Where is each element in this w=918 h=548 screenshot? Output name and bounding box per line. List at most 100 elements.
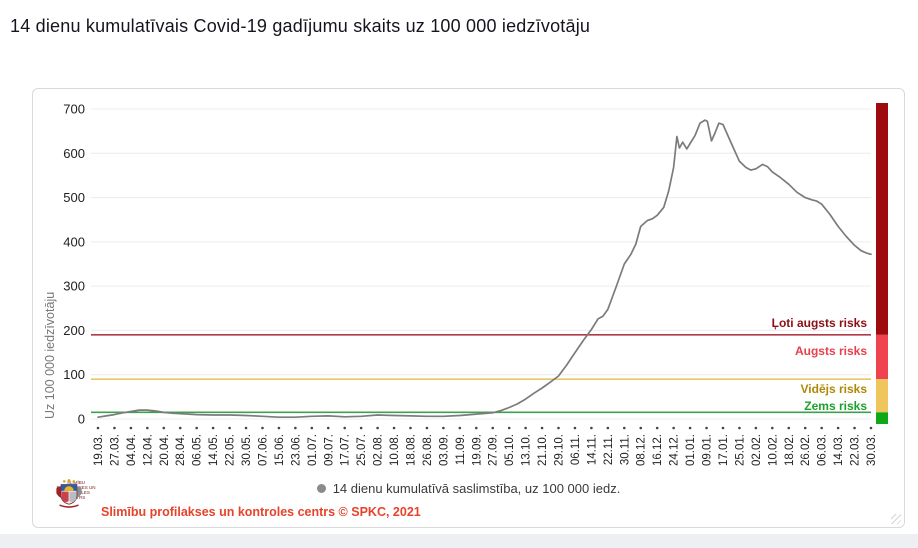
x-tick-label: 15.06. (274, 434, 286, 466)
source-credit: Slimību profilakses un kontroles centrs … (101, 505, 421, 519)
x-tick-label: 24.12. (669, 434, 681, 466)
x-tick-label: 26.08. (422, 434, 434, 466)
risk-bar-segment (876, 103, 888, 335)
x-tick-label: 30.05. (241, 434, 253, 466)
x-tick-label: 17.01. (718, 434, 730, 466)
x-tick-label: 27.09. (488, 434, 500, 466)
x-tick-label: 09.01. (702, 434, 714, 466)
x-tick-label: 27.03. (109, 434, 121, 466)
x-tick-label: 14.05. (208, 434, 220, 466)
x-tick-label: 01.01. (685, 434, 697, 466)
x-tick-label: 01.07. (307, 434, 319, 466)
axis-tick-dot (540, 426, 544, 430)
axis-tick-dot (573, 426, 577, 430)
axis-tick-dot (458, 426, 462, 430)
chart-card: Uz 100 000 iedzīvotāju 0 100 200 300 400 500 6… (32, 88, 905, 528)
axis-tick-dot (524, 426, 527, 430)
x-tick-label: 11.09. (455, 434, 467, 465)
axis-tick-dot (771, 426, 774, 430)
coat-of-arms-icon (56, 479, 82, 508)
y-tick-label: 300 (63, 279, 85, 294)
x-tick-label: 02.08. (373, 434, 385, 466)
x-tick-label: 17.07. (340, 434, 352, 466)
risk-label-4: Zems risks (804, 399, 867, 413)
resize-grip[interactable] (891, 514, 901, 524)
axis-tick-dot (392, 426, 396, 430)
x-tick-label: 30.11. (619, 434, 631, 465)
x-tick-label: 28.04. (175, 434, 187, 466)
x-tick-label: 23.06. (290, 434, 302, 466)
chart-canvas: 0 100 200 300 400 500 600 700 19.03. 27.03. 04.04.… (63, 102, 888, 466)
axis-tick-dot (162, 426, 166, 430)
risk-label-3: Vidējs risks (800, 382, 868, 396)
axis-tick-dot (491, 426, 495, 430)
x-tick-label: 13.10. (521, 434, 533, 466)
y-tick-label: 200 (63, 323, 85, 338)
axis-tick-dot (754, 426, 758, 430)
y-tick-label: 700 (63, 102, 85, 117)
axis-tick-dot (787, 426, 791, 430)
x-tick-label: 03.09. (438, 434, 450, 466)
bottom-strip (0, 534, 918, 548)
page-title: 14 dienu kumulatīvais Covid-19 gadījumu … (10, 16, 591, 36)
axis-tick-dot (639, 426, 643, 430)
x-tick-label: 18.02. (784, 434, 796, 466)
axis-tick-dot (261, 426, 264, 430)
x-tick-label: 22.11. (603, 434, 615, 465)
axis-tick-dot (590, 426, 593, 430)
axis-tick-dot (474, 426, 478, 430)
axis-tick-dot (146, 426, 149, 430)
axis-tick-dot (869, 426, 873, 430)
x-tick-label: 25.01. (734, 434, 746, 466)
axis-tick-dot (803, 426, 807, 430)
axis-tick-dot (705, 426, 708, 430)
x-tick-label: 05.10. (504, 434, 516, 466)
x-tick-label: 06.05. (192, 434, 204, 466)
axis-tick-dot (688, 426, 692, 430)
x-tick-label: 25.07. (356, 434, 368, 466)
y-tick-label: 100 (63, 367, 85, 382)
x-tick-label: 06.11. (570, 434, 582, 465)
x-tick-label: 19.03. (93, 434, 105, 466)
x-tick-label: 29.10. (554, 434, 566, 466)
axis-tick-dot (211, 426, 215, 430)
y-tick-label: 400 (63, 234, 85, 249)
axis-tick-dot (195, 426, 198, 430)
x-tick-label: 10.08. (389, 434, 401, 466)
series-line (97, 119, 872, 419)
axis-tick-dot (672, 426, 675, 430)
x-tick-label: 10.02. (767, 434, 779, 466)
axis-tick-dot (359, 426, 363, 430)
x-tick-label: 22.05. (225, 434, 237, 466)
x-tick-label: 30.03. (866, 434, 878, 466)
axis-tick-dot (442, 426, 445, 430)
x-tick-label: 18.08. (405, 434, 417, 466)
x-tick-label: 14.11. (586, 434, 598, 465)
x-tick-label: 12.04. (142, 434, 154, 466)
spkc-logo: SLIMĪBU PROFILAKSES UN KONTROLES CENTRS (53, 479, 99, 508)
y-tick-label: 600 (63, 146, 85, 161)
x-tick-label: 09.07. (323, 434, 335, 466)
axis-tick-dot (113, 426, 116, 430)
axis-tick-dot (820, 426, 823, 430)
axis-tick-dot (557, 426, 560, 430)
axis-tick-dot (738, 426, 741, 430)
risk-bar-segment (876, 334, 888, 380)
axis-tick-dot (277, 426, 281, 430)
axis-tick-dot (326, 426, 330, 430)
axis-tick-dot (425, 426, 429, 430)
axis-tick-dot (96, 426, 100, 430)
y-tick-label: 500 (63, 190, 85, 205)
x-tick-label: 20.04. (159, 434, 171, 466)
risk-bar-segment (876, 412, 888, 424)
axis-tick-dot (310, 426, 314, 430)
axis-tick-dot (622, 426, 626, 430)
axis-tick-dot (294, 426, 297, 430)
axis-tick-dot (129, 426, 133, 430)
axis-tick-dot (606, 426, 610, 430)
axis-tick-dot (507, 426, 511, 430)
legend-label: 14 dienu kumulatīvā saslimstība, uz 100 … (332, 481, 621, 496)
chart-legend: 14 dienu kumulatīvā saslimstība, uz 100 … (33, 481, 904, 496)
axis-tick-dot (228, 426, 231, 430)
